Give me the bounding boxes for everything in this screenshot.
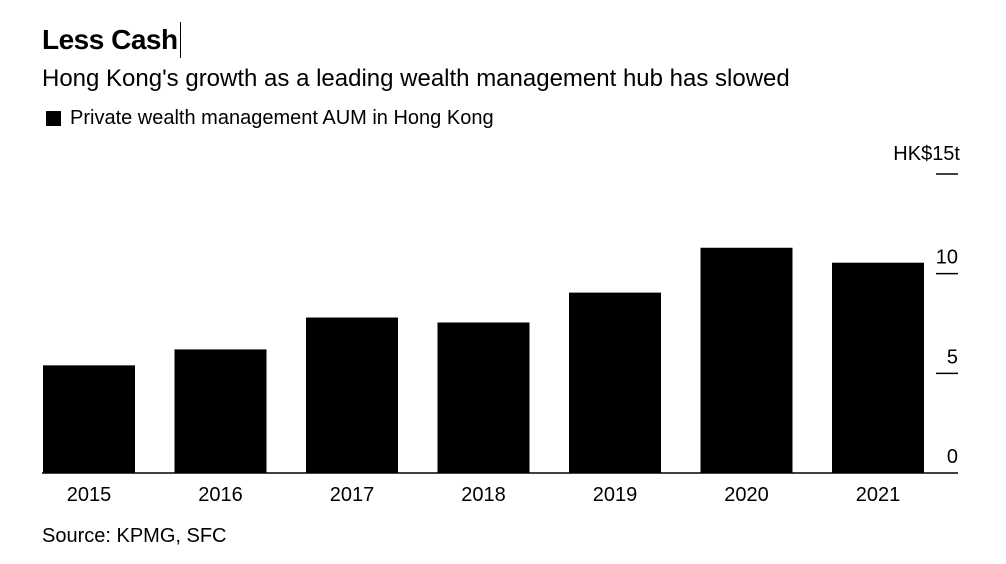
bar bbox=[174, 349, 267, 473]
bar bbox=[43, 365, 135, 473]
x-tick-label: 2019 bbox=[593, 484, 638, 506]
y-tick-label: 5 bbox=[947, 346, 958, 368]
y-axis-unit-label: HK$15t bbox=[893, 143, 960, 165]
chart-subtitle: Hong Kong's growth as a leading wealth m… bbox=[42, 65, 790, 92]
bar bbox=[569, 292, 661, 473]
x-tick-label: 2020 bbox=[724, 484, 769, 506]
legend-label: Private wealth management AUM in Hong Ko… bbox=[70, 107, 494, 129]
legend-swatch bbox=[46, 110, 61, 126]
legend: Private wealth management AUM in Hong Ko… bbox=[46, 104, 494, 132]
y-tick-label: 10 bbox=[936, 247, 958, 269]
x-tick-label: 2016 bbox=[198, 484, 243, 506]
bar bbox=[437, 322, 530, 473]
x-tick-label: 2018 bbox=[461, 484, 506, 506]
bar bbox=[306, 317, 398, 473]
bar bbox=[832, 262, 924, 473]
bar bbox=[700, 247, 793, 473]
source-note: Source: KPMG, SFC bbox=[42, 525, 227, 547]
chart-title: Less Cash bbox=[42, 22, 181, 58]
x-tick-label: 2021 bbox=[856, 484, 901, 506]
y-tick-label: 0 bbox=[947, 446, 958, 468]
x-tick-label: 2017 bbox=[330, 484, 375, 506]
x-tick-label: 2015 bbox=[67, 484, 112, 506]
